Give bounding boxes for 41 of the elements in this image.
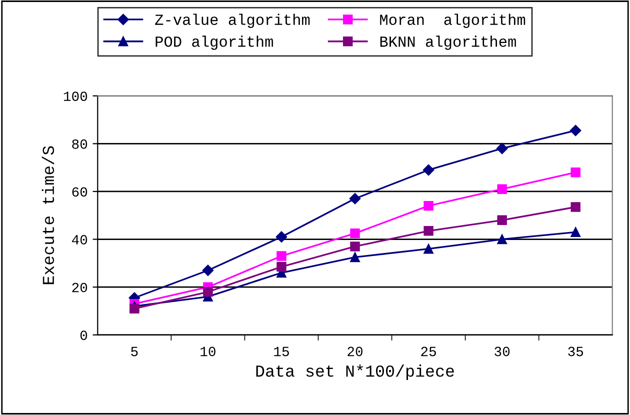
x-tick-label: 20 bbox=[348, 346, 362, 356]
x-tick-label: 25 bbox=[421, 346, 436, 356]
legend-label: Moran algorithm bbox=[380, 14, 526, 28]
point bbox=[424, 200, 434, 211]
point bbox=[350, 228, 360, 238]
y-axis-title: Execute time/S bbox=[42, 146, 54, 284]
point bbox=[497, 215, 507, 226]
point bbox=[350, 242, 360, 252]
x-tick-label: 10 bbox=[200, 346, 216, 356]
point bbox=[276, 251, 286, 261]
point bbox=[203, 287, 213, 297]
x-tick-label: 35 bbox=[568, 346, 584, 356]
y-tick-label: 60 bbox=[72, 187, 88, 197]
point bbox=[497, 184, 507, 194]
point bbox=[570, 167, 580, 178]
y-tick-label: 40 bbox=[72, 235, 88, 244]
point bbox=[422, 164, 434, 176]
point bbox=[276, 231, 288, 243]
point bbox=[424, 244, 434, 254]
x-axis-title: Data set N*100/piece bbox=[256, 364, 454, 380]
x-tick-label: 15 bbox=[274, 346, 289, 356]
point bbox=[570, 202, 580, 212]
y-tick-label: 100 bbox=[64, 92, 88, 102]
x-tick-label: 5 bbox=[131, 346, 138, 356]
x-tick-label: 30 bbox=[494, 346, 510, 356]
point bbox=[497, 234, 507, 244]
y-tick-label: 0 bbox=[80, 330, 88, 340]
point bbox=[496, 142, 508, 154]
point bbox=[424, 226, 434, 236]
y-tick-label: 20 bbox=[72, 282, 88, 292]
point bbox=[276, 262, 286, 272]
point bbox=[570, 124, 582, 136]
legend-label: Z-value algorithm bbox=[155, 14, 310, 28]
point bbox=[349, 193, 361, 204]
point bbox=[570, 227, 580, 237]
y-tick-label: 80 bbox=[72, 139, 88, 149]
legend-label: BKNN algorithem bbox=[380, 36, 516, 50]
legend-label: POD algorithm bbox=[156, 36, 273, 50]
point bbox=[350, 252, 360, 262]
point bbox=[130, 304, 140, 314]
point bbox=[202, 264, 214, 276]
